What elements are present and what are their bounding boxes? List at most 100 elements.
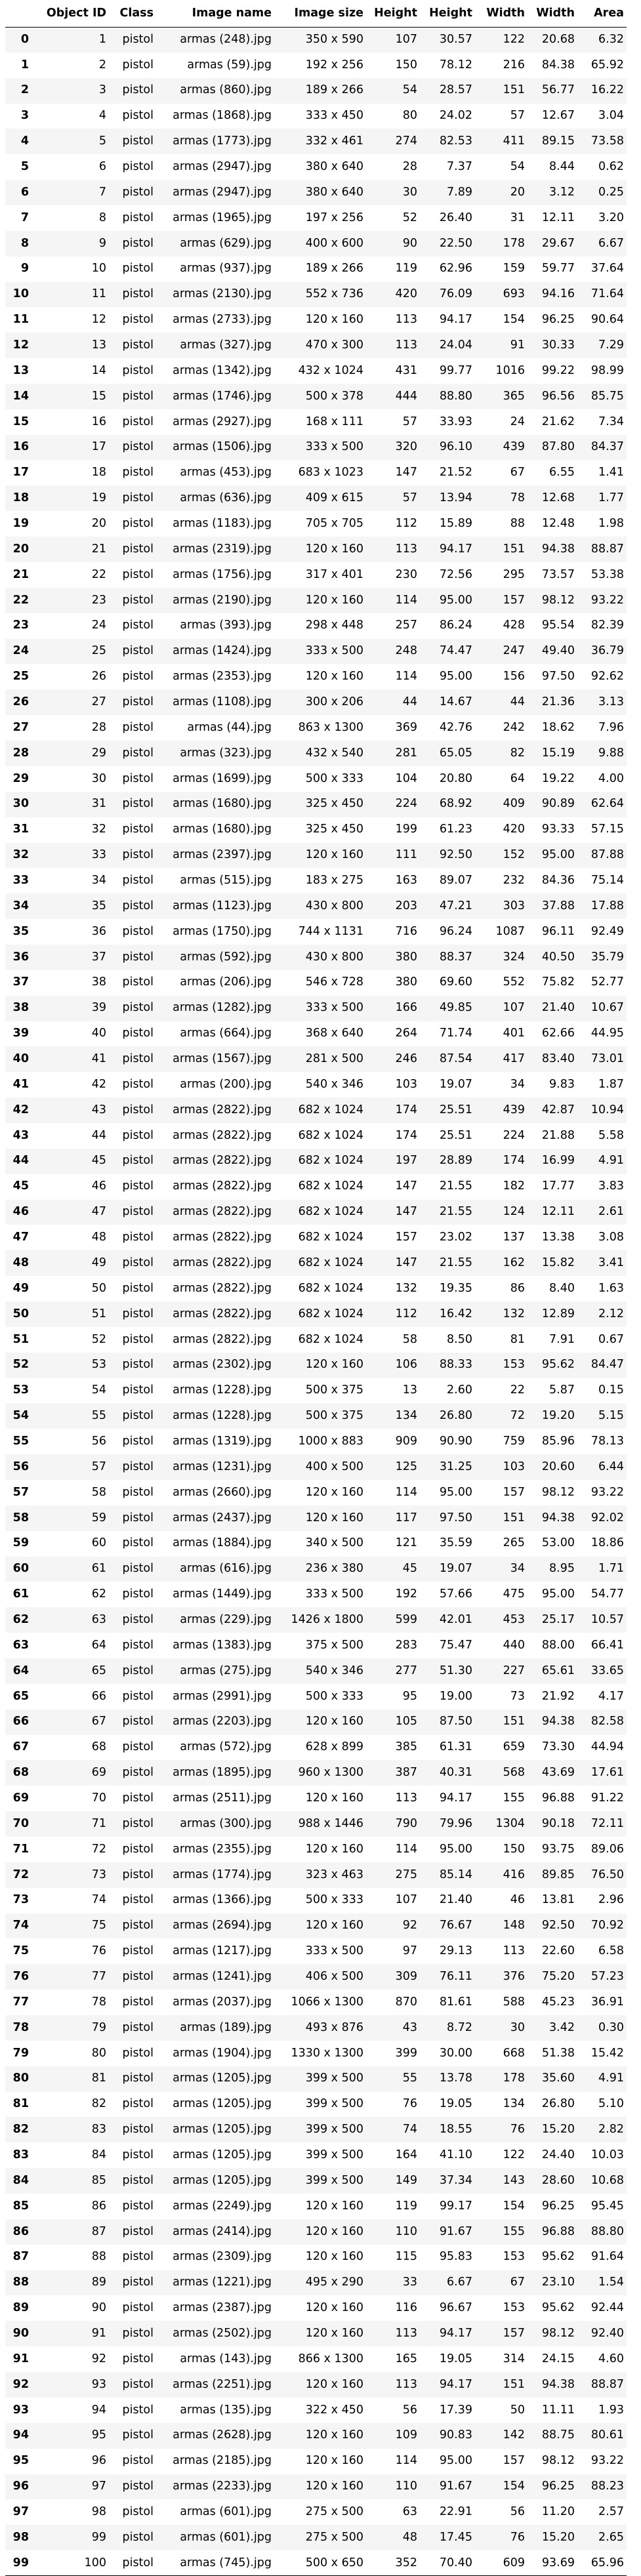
image-size-cell: 399 x 500: [305, 2173, 363, 2187]
height-pct-cell: 94.17: [439, 1791, 472, 1805]
class-cell: pistol: [122, 1638, 154, 1652]
table-row: 67 68 pistol armas (572).jpg 628 x 899 385 61.…: [5, 1735, 627, 1761]
width-px-cell: 154: [503, 313, 525, 327]
image-size-cell: 120 x 160: [305, 2224, 363, 2238]
image-name-cell: armas (2947).jpg: [173, 185, 272, 199]
image-name-cell: armas (664).jpg: [180, 1027, 272, 1040]
object-id-cell: 62: [91, 1587, 106, 1601]
width-pct-cell: 37.88: [541, 899, 575, 912]
table-row: 96 97 pistol armas (2233).jpg 120 x 160 110 91…: [5, 2474, 627, 2500]
class-cell: pistol: [122, 2480, 154, 2493]
image-name-cell: armas (2387).jpg: [173, 2301, 272, 2315]
width-px-cell: 124: [503, 1205, 525, 1219]
row-index: 10: [12, 287, 29, 301]
image-size-cell: 682 x 1024: [298, 1179, 363, 1193]
object-id-cell: 40: [91, 1027, 106, 1040]
row-index: 45: [12, 1179, 29, 1193]
class-cell: pistol: [122, 2148, 154, 2161]
row-index: 25: [12, 670, 29, 684]
table-row: 48 49 pistol armas (2822).jpg 682 x 1024 147 2…: [5, 1250, 627, 1277]
height-px-cell: 275: [395, 1868, 417, 1881]
row-index: 96: [12, 2480, 29, 2493]
table-row: 37 38 pistol armas (206).jpg 546 x 728 380 69.…: [5, 970, 627, 996]
area-cell: 2.57: [598, 2505, 624, 2519]
width-px-cell: 50: [510, 2403, 525, 2417]
width-pct-cell: 6.55: [549, 466, 575, 480]
class-cell: pistol: [122, 1231, 154, 1244]
object-id-cell: 68: [91, 1740, 106, 1754]
width-px-cell: 67: [510, 2276, 525, 2289]
height-pct-cell: 51.30: [439, 1664, 472, 1677]
area-cell: 76.50: [590, 1868, 624, 1881]
class-cell: pistol: [122, 211, 154, 224]
area-cell: 89.06: [590, 1842, 624, 1856]
width-px-cell: 82: [510, 746, 525, 760]
image-name-cell: armas (59).jpg: [187, 58, 272, 72]
table-row: 27 28 pistol armas (44).jpg 863 x 1300 369 42.…: [5, 715, 627, 741]
image-name-cell: armas (2037).jpg: [173, 1995, 272, 2009]
row-index: 74: [12, 1919, 29, 1932]
area-cell: 1.87: [598, 1077, 624, 1091]
image-name-cell: armas (1205).jpg: [173, 2173, 272, 2187]
row-index: 5: [20, 159, 29, 173]
height-px-cell: 248: [395, 644, 417, 658]
row-index: 22: [12, 593, 29, 607]
height-pct-cell: 91.67: [439, 2224, 472, 2238]
width-px-cell: 154: [503, 2199, 525, 2213]
class-cell: pistol: [122, 313, 154, 327]
class-cell: pistol: [122, 695, 154, 709]
class-cell: pistol: [122, 1052, 154, 1066]
area-cell: 37.64: [590, 262, 624, 276]
object-id-cell: 100: [31, 2550, 109, 2576]
width-pct-cell: 53.00: [541, 1536, 575, 1550]
image-name-cell: armas (1449).jpg: [173, 1587, 272, 1601]
area-cell: 10.03: [590, 2148, 624, 2161]
row-index: 69: [12, 1791, 29, 1805]
object-id-cell: 46: [91, 1179, 106, 1193]
row-index: 8: [20, 236, 29, 250]
row-index: 57: [12, 1485, 29, 1499]
image-size-cell: 120 x 160: [305, 2301, 363, 2315]
height-px-cell: 116: [395, 2301, 417, 2315]
row-index: 86: [12, 2224, 29, 2238]
width-pct-cell: 13.38: [541, 1231, 575, 1244]
width-px-cell: 668: [503, 2046, 525, 2060]
image-name-cell: armas (1123).jpg: [173, 899, 272, 912]
width-px-cell: 81: [510, 1332, 525, 1346]
object-id-cell: 5: [98, 134, 106, 148]
table-row: 69 70 pistol armas (2511).jpg 120 x 160 113 94…: [5, 1786, 627, 1811]
width-px-cell: 439: [503, 1103, 525, 1116]
height-pct-cell: 16.42: [439, 1307, 472, 1320]
table-row: 91 92 pistol armas (143).jpg 866 x 1300 165 19…: [5, 2346, 627, 2372]
width-px-cell: 30: [510, 2020, 525, 2034]
width-pct-cell: 30.33: [541, 338, 575, 352]
image-name-cell: armas (1217).jpg: [173, 1944, 272, 1958]
image-size-cell: 120 x 160: [305, 2377, 363, 2391]
width-px-cell: 156: [503, 670, 525, 684]
object-id-cell: 51: [91, 1307, 106, 1320]
height-px-cell: 114: [395, 1485, 417, 1499]
table-row: 86 87 pistol armas (2414).jpg 120 x 160 110 91…: [5, 2218, 627, 2245]
area-cell: 92.62: [590, 670, 624, 684]
image-name-cell: armas (1228).jpg: [173, 1383, 272, 1397]
height-pct-cell: 13.94: [439, 491, 472, 505]
class-cell: pistol: [122, 1205, 154, 1219]
height-px-cell: 147: [395, 1179, 417, 1193]
class-cell: pistol: [122, 1332, 154, 1346]
height-pct-cell: 19.07: [439, 1077, 472, 1091]
image-size-cell: 120 x 160: [305, 2327, 363, 2341]
height-px-cell: 52: [402, 211, 417, 224]
image-name-cell: armas (1965).jpg: [173, 211, 272, 224]
table-row: 6 7 pistol armas (2947).jpg 380 x 640 30 7.89 2…: [5, 180, 627, 206]
width-pct-cell: 7.91: [549, 1332, 575, 1346]
image-size-cell: 493 x 876: [305, 2020, 363, 2034]
height-pct-cell: 30.00: [439, 2046, 472, 2060]
row-index: 94: [12, 2428, 29, 2442]
table-row: 61 62 pistol armas (1449).jpg 333 x 500 192 57…: [5, 1582, 627, 1607]
image-size-cell: 432 x 540: [305, 746, 363, 760]
height-pct-cell: 17.45: [439, 2530, 472, 2544]
width-px-cell: 34: [510, 1562, 525, 1576]
image-name-cell: armas (2822).jpg: [173, 1231, 272, 1244]
table-row: 90 91 pistol armas (2502).jpg 120 x 160 113 94…: [5, 2321, 627, 2347]
width-px-cell: 151: [503, 542, 525, 556]
